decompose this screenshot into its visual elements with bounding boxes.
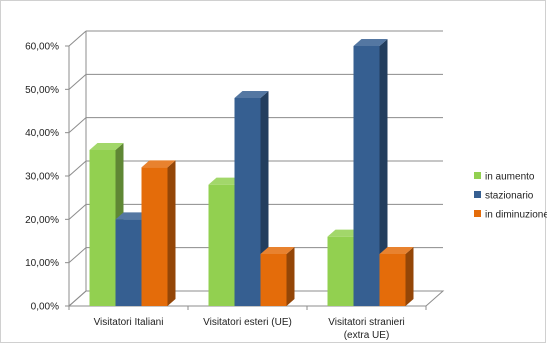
legend-swatch	[474, 172, 481, 179]
y-tick-label: 10,00%	[25, 258, 59, 269]
y-tick-label: 30,00%	[25, 172, 59, 183]
bar-front	[327, 236, 354, 306]
y-tick-label: 50,00%	[25, 85, 59, 96]
bar-top	[89, 143, 124, 150]
bar-side	[405, 247, 414, 306]
y-tick-label: 0,00%	[31, 302, 59, 313]
side-wall-line	[68, 247, 87, 264]
bar-front	[89, 150, 116, 306]
bar-front	[234, 98, 261, 306]
bar-top	[379, 247, 414, 254]
bar-top	[260, 247, 295, 254]
bar-top	[353, 39, 388, 46]
legend-swatch	[474, 210, 481, 217]
side-wall-line	[68, 290, 87, 307]
legend-label: stazionario	[485, 191, 534, 202]
bar-front	[379, 254, 406, 306]
y-tick-label: 20,00%	[25, 215, 59, 226]
legend-label: in diminuzione	[485, 210, 547, 221]
bar-front	[115, 219, 142, 306]
bar-side	[286, 247, 295, 306]
x-tick-label: Visitatori stranieri	[328, 317, 405, 328]
bar-front	[353, 46, 380, 306]
x-tick-label: Visitatori esteri (UE)	[203, 317, 292, 328]
bar-top	[208, 177, 243, 185]
side-wall-line	[68, 117, 87, 134]
bar-top	[327, 229, 362, 237]
bar-top	[115, 212, 150, 220]
bar-front	[260, 254, 287, 306]
bar-front	[208, 184, 235, 306]
x-tick-label: Visitatori Italiani	[94, 317, 164, 328]
bar-side	[167, 160, 176, 306]
side-wall-line	[68, 160, 87, 177]
legend-swatch	[474, 191, 481, 198]
y-tick-label: 60,00%	[25, 42, 59, 53]
side-wall-line	[68, 203, 87, 220]
bar-chart: 0,00% 10,00% 20,00% 30,00% 40,00% 50,00% 60,00…	[25, 30, 548, 341]
legend-label: in aumento	[485, 172, 535, 183]
bar-side	[379, 39, 388, 306]
bar-top	[141, 160, 176, 168]
side-wall-line	[68, 30, 87, 47]
bar-top	[234, 91, 269, 98]
side-wall-line	[68, 73, 87, 90]
x-tick-label: (extra UE)	[344, 330, 390, 341]
bar-front	[141, 167, 168, 306]
y-tick-label: 40,00%	[25, 128, 59, 139]
